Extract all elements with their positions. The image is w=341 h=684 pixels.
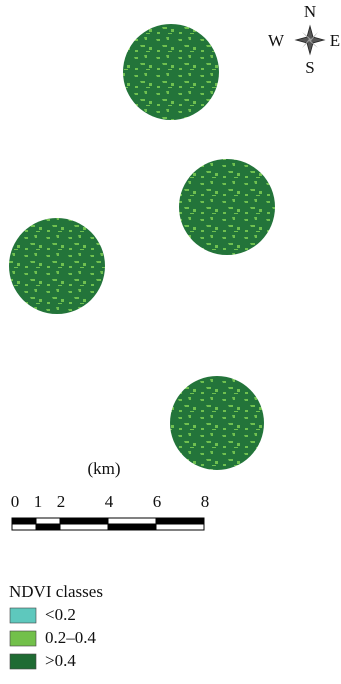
legend: NDVI classes <0.2 0.2–0.4 >0.4: [9, 582, 103, 670]
scale-segments: [12, 518, 204, 530]
scale-label: 2: [57, 492, 66, 511]
compass-south: S: [305, 58, 314, 77]
study-plots: [9, 24, 275, 470]
plot-circle: [179, 159, 275, 255]
scale-bar: (km) 0 1 2 4 6 8: [11, 459, 210, 530]
plot-circle: [170, 376, 264, 470]
compass-north: N: [304, 2, 316, 21]
legend-swatch: [10, 608, 36, 623]
scale-segment: [156, 524, 204, 530]
scale-segment: [12, 524, 36, 530]
scale-segment: [12, 518, 36, 524]
scale-segment: [108, 524, 156, 530]
scale-segment: [60, 524, 108, 530]
scale-label: 0: [11, 492, 20, 511]
legend-swatch: [10, 631, 36, 646]
scale-unit: (km): [87, 459, 120, 478]
plot-circle: [123, 24, 219, 120]
legend-title: NDVI classes: [9, 582, 103, 601]
compass: N S W E: [268, 2, 340, 77]
compass-west: W: [268, 31, 285, 50]
compass-east: E: [330, 31, 340, 50]
legend-label: >0.4: [45, 651, 76, 670]
scale-segment: [36, 524, 60, 530]
scale-label: 8: [201, 492, 210, 511]
scale-label: 4: [105, 492, 114, 511]
scale-segment: [108, 518, 156, 524]
scale-label: 6: [153, 492, 162, 511]
scale-segment: [156, 518, 204, 524]
legend-label: 0.2–0.4: [45, 628, 97, 647]
legend-swatch: [10, 654, 36, 669]
legend-label: <0.2: [45, 605, 76, 624]
scale-segment: [36, 518, 60, 524]
plot-circle: [9, 218, 105, 314]
scale-segment: [60, 518, 108, 524]
map: N S W E (km) 0 1 2 4 6 8 NDVI classes <0…: [0, 0, 341, 684]
scale-label: 1: [34, 492, 43, 511]
